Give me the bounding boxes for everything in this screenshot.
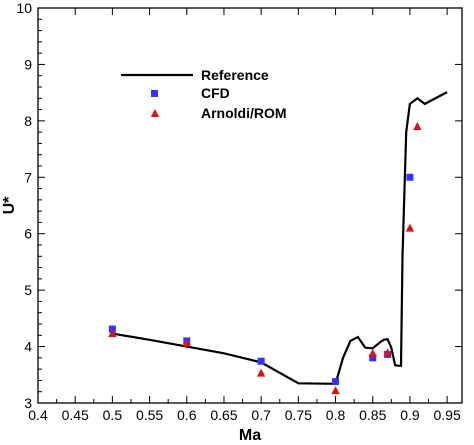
- x-tick-label: 0.9: [400, 407, 420, 423]
- y-axis-title: U*: [1, 196, 18, 215]
- y-tick-label: 3: [24, 395, 32, 411]
- x-tick-label: 0.45: [62, 407, 89, 423]
- y-tick-label: 8: [24, 113, 32, 129]
- legend: Reference CFD Arnoldi/ROM: [121, 67, 287, 121]
- arnoldi-rom-point: [182, 338, 191, 347]
- x-tick-label: 0.65: [210, 407, 237, 423]
- legend-cfd-marker: [151, 90, 158, 97]
- y-tick-label: 4: [24, 339, 32, 355]
- y-tick-label: 6: [24, 226, 32, 242]
- arnoldi-rom-point: [331, 386, 340, 395]
- arnoldi-rom-point: [413, 122, 422, 130]
- tick-layer: [37, 7, 462, 404]
- x-tick-label: 0.6: [177, 407, 197, 423]
- x-tick-label: 0.85: [359, 407, 386, 423]
- y-tick-label: 5: [24, 282, 32, 298]
- reference-series-line: [112, 91, 448, 385]
- plot-frame: [37, 7, 463, 404]
- cfd-point: [257, 357, 265, 365]
- marker-layer: [108, 122, 422, 395]
- y-tick-label: 10: [16, 0, 32, 16]
- arnoldi-rom-point: [405, 223, 415, 232]
- x-tick-label: 0.8: [326, 407, 346, 423]
- legend-label-reference: Reference: [201, 67, 269, 83]
- arnoldi-rom-point: [383, 348, 392, 357]
- x-tick-label: 0.7: [251, 407, 271, 423]
- legend-label-arnoldi-rom: Arnoldi/ROM: [201, 105, 287, 121]
- arnoldi-rom-point: [256, 368, 266, 377]
- x-axis-title: Ma: [239, 427, 261, 444]
- x-tick-label: 0.95: [433, 407, 460, 423]
- x-tick-label: 0.4: [28, 407, 48, 423]
- arnoldi-rom-point: [368, 348, 377, 357]
- x-tick-label: 0.75: [285, 407, 312, 423]
- y-tick-label: 9: [24, 56, 32, 72]
- cfd-point: [406, 173, 414, 181]
- cfd-point: [108, 325, 116, 333]
- cfd-point: [369, 354, 377, 362]
- x-tick-labels: 0.4 0.45 0.5 0.55 0.6 0.65 0.7 0.75 0.8 0.85 0.9 0.…: [28, 407, 461, 423]
- y-tick-labels: 3 4 5 6 7 8 9 10: [16, 0, 32, 411]
- y-tick-label: 7: [24, 169, 32, 185]
- x-tick-label: 0.55: [136, 407, 163, 423]
- cfd-point: [332, 378, 340, 386]
- legend-label-cfd: CFD: [201, 85, 230, 101]
- arnoldi-rom-point: [108, 329, 117, 338]
- x-tick-label: 0.5: [103, 407, 123, 423]
- legend-arnoldi-marker: [150, 109, 160, 117]
